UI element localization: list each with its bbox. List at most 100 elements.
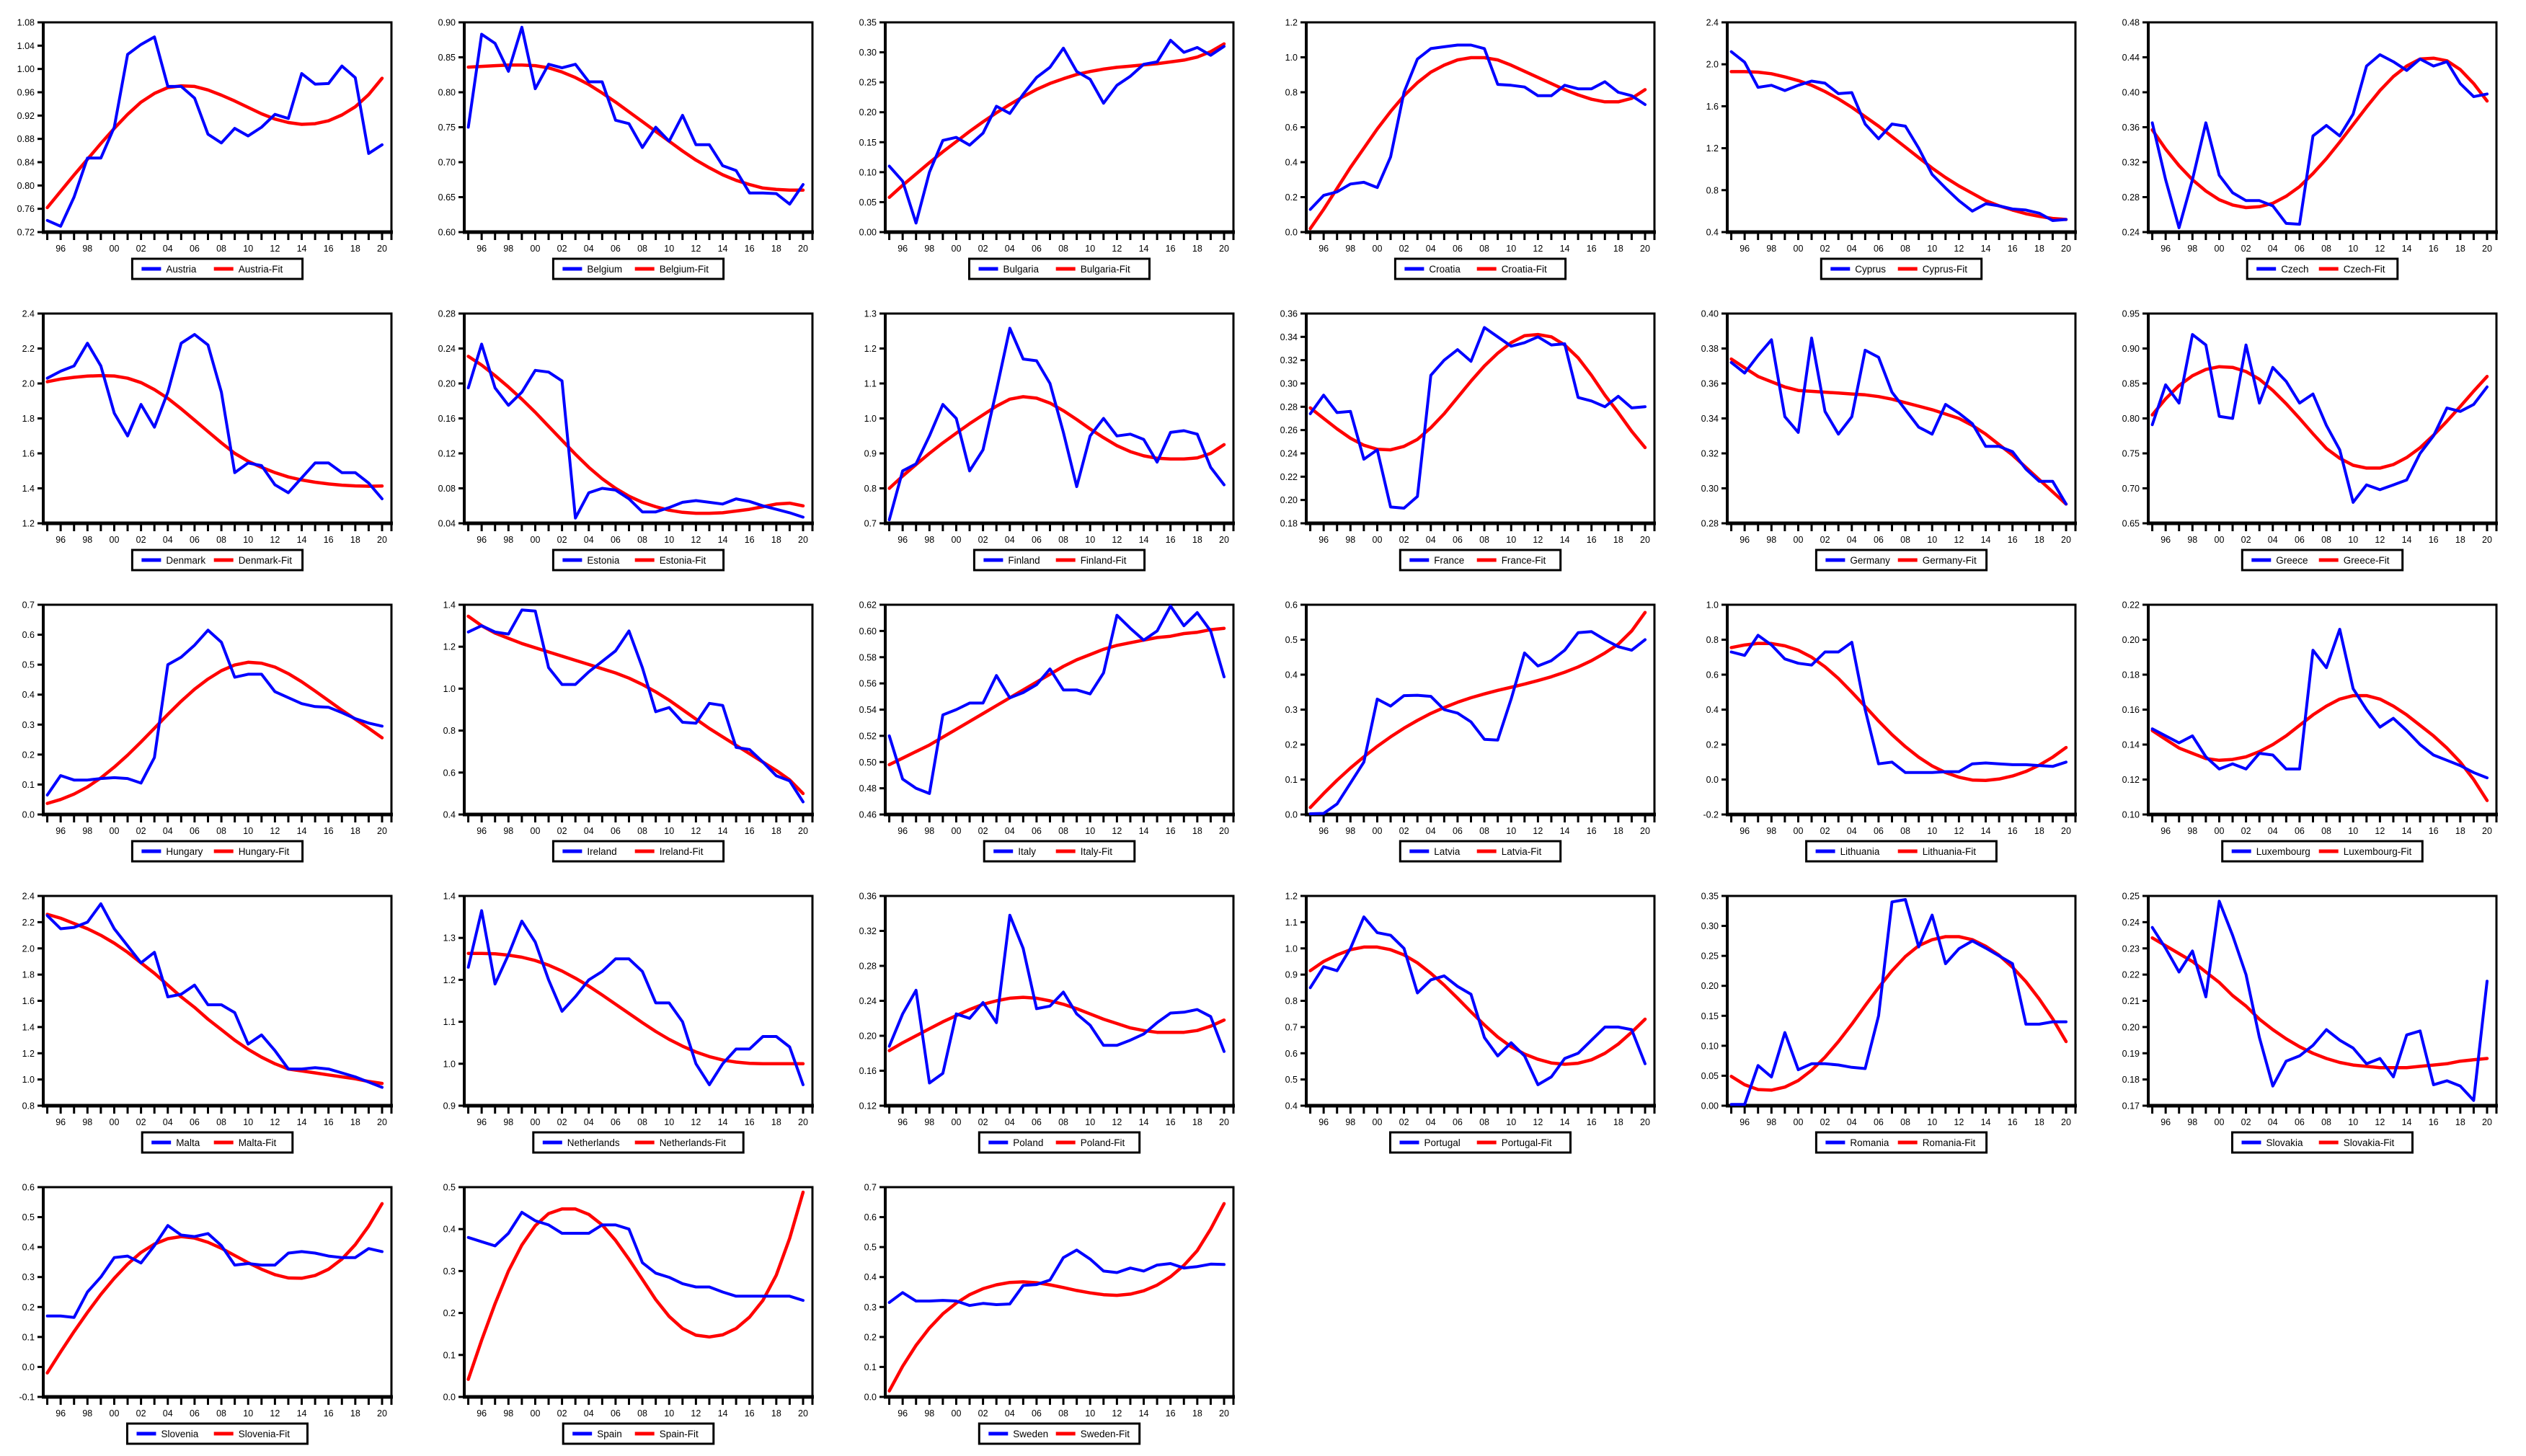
- legend-series-swatch: [562, 558, 582, 562]
- legend-series-swatch: [1830, 267, 1851, 271]
- series-line-sweden: [887, 1248, 1226, 1308]
- y-tick-label: 0.36: [859, 892, 877, 902]
- series-line-bulgaria: [887, 38, 1226, 225]
- y-tick-label: 0.4: [1285, 670, 1298, 680]
- x-tick-label: 14: [1139, 1408, 1149, 1419]
- y-tick-label: 0.1: [22, 1332, 35, 1342]
- x-tick-label: 02: [557, 1117, 567, 1127]
- chart-france: 0.18 0.20 0.22 0.24 0.26 0.28 0.30 0.32 0.34 0.36…: [1263, 291, 1684, 582]
- x-tick-label: 06: [611, 1117, 621, 1127]
- x-tick-label: 06: [1453, 1117, 1463, 1127]
- x-tick-label: 02: [1820, 1117, 1830, 1127]
- x-tick-label: 06: [1453, 535, 1463, 545]
- y-tick-label: 0.05: [1701, 1071, 1719, 1081]
- x-tick-label: 08: [1900, 535, 1910, 545]
- series-line-slovakia: [2150, 900, 2489, 1102]
- legend-series-swatch: [2256, 267, 2277, 271]
- x-tick-label: 06: [1453, 244, 1463, 254]
- y-tick-label: 0.30: [859, 48, 877, 58]
- plot-frame: [1305, 895, 1656, 1107]
- x-tick-label: 96: [2161, 826, 2171, 836]
- legend-fit-swatch: [1897, 558, 1918, 562]
- x-tick-label: 10: [664, 535, 674, 545]
- x-tick-label: 14: [1560, 244, 1570, 254]
- x-tick-label: 06: [2295, 1117, 2305, 1127]
- x-tick-label: 18: [1192, 826, 1202, 836]
- y-tick-label: 1.3: [864, 309, 877, 319]
- y-tick-label: 0.0: [443, 1393, 456, 1403]
- x-tick-label: 04: [2268, 826, 2278, 836]
- chart-bulgaria: 0.00 0.05 0.10 0.15 0.20 0.25 0.30 0.35 96 98 00 02…: [842, 0, 1263, 291]
- x-tick-label: 12: [2375, 1117, 2385, 1127]
- x-tick-label: 96: [477, 1408, 487, 1419]
- x-tick-label: 12: [1112, 244, 1122, 254]
- x-tick-label: 02: [1399, 1117, 1409, 1127]
- legend-fit-swatch: [1055, 1140, 1076, 1145]
- y-tick-label: 0.28: [1701, 519, 1719, 529]
- y-tick-label: 0.0: [864, 1393, 877, 1403]
- x-tick-label: 98: [2187, 244, 2197, 254]
- y-tick-label: 0.1: [443, 1350, 456, 1360]
- x-tick-label: 18: [771, 1408, 781, 1419]
- x-tick-label: 02: [1820, 244, 1830, 254]
- chart-latvia: 0.0 0.1 0.2 0.3 0.4 0.5 0.6 96 98 00 02 04 06 08 10 12 1…: [1263, 582, 1684, 874]
- x-tick-label: 04: [163, 826, 173, 836]
- x-tick-label: 98: [2187, 1117, 2197, 1127]
- x-tick-label: 08: [216, 1408, 226, 1419]
- chart-svg-slovakia: 0.17 0.18 0.19 0.20 0.21 0.22 0.23 0.24 0.25 96 98…: [2122, 892, 2498, 1154]
- chart-svg-hungary: 0.0 0.1 0.2 0.3 0.4 0.5 0.6 0.7 96 98 00 02 04 06 08 10…: [22, 600, 393, 863]
- y-tick-label: 0.8: [1706, 185, 1719, 195]
- x-tick-label: 04: [1005, 535, 1015, 545]
- x-tick-label: 04: [584, 826, 594, 836]
- chart-belgium: 0.60 0.65 0.70 0.75 0.80 0.85 0.90 96 98 00 02 04 06…: [421, 0, 842, 291]
- x-tick-label: 10: [1927, 1117, 1937, 1127]
- x-tick-label: 18: [2455, 244, 2465, 254]
- legend-fit-swatch: [1476, 558, 1497, 562]
- plot-frame: [884, 603, 1235, 816]
- chart-svg-austria: 0.72 0.76 0.80 0.84 0.88 0.92 0.96 1.00 1.04 1.08…: [17, 18, 393, 280]
- y-tick-label: 1.6: [22, 996, 35, 1006]
- y-tick-label: 1.6: [22, 449, 35, 459]
- x-tick-label: 08: [2321, 535, 2331, 545]
- y-tick-label: 0.9: [864, 449, 877, 459]
- y-tick-label: 0.38: [1701, 344, 1719, 354]
- x-tick-label: 02: [2241, 1117, 2251, 1127]
- plot-frame: [42, 895, 393, 1107]
- x-tick-label: 20: [798, 535, 808, 545]
- y-tick-label: 0.96: [17, 88, 35, 98]
- y-tick-label: 0.50: [859, 758, 877, 768]
- x-tick-label: 18: [350, 826, 360, 836]
- x-tick-label: 00: [2215, 535, 2225, 545]
- y-tick-label: 0.28: [1280, 402, 1298, 412]
- x-tick-label: 00: [531, 1117, 541, 1127]
- x-tick-label: 04: [584, 1408, 594, 1419]
- y-tick-label: 0.10: [1701, 1041, 1719, 1051]
- x-tick-label: 14: [1560, 535, 1570, 545]
- y-tick-label: 1.2: [22, 1049, 35, 1059]
- y-tick-label: 1.0: [1285, 944, 1298, 954]
- legend-fit-label: Finland-Fit: [1081, 555, 1127, 566]
- x-tick-label: 96: [1319, 826, 1329, 836]
- legend-series-label: France: [1434, 555, 1464, 566]
- x-tick-label: 00: [110, 535, 120, 545]
- y-tick-label: 0.30: [1701, 921, 1719, 931]
- y-tick-label: 0.05: [859, 197, 877, 208]
- series-line-germany: [1729, 337, 2068, 506]
- legend-series-label: Sweden: [1013, 1429, 1048, 1439]
- x-tick-label: 12: [1112, 1117, 1122, 1127]
- y-tick-label: 0.00: [1701, 1101, 1719, 1111]
- x-tick-label: 14: [1139, 826, 1149, 836]
- fit-line-netherlands: [466, 951, 805, 1066]
- x-tick-label: 16: [2429, 826, 2439, 836]
- x-tick-label: 00: [2215, 244, 2225, 254]
- series-line-croatia: [1308, 43, 1647, 211]
- x-tick-label: 96: [898, 1117, 908, 1127]
- chart-svg-greece: 0.65 0.70 0.75 0.80 0.85 0.90 0.95 96 98 00 02 04 06…: [2122, 309, 2498, 572]
- x-tick-label: 16: [1587, 244, 1597, 254]
- x-tick-label: 16: [2008, 826, 2018, 836]
- y-tick-label: 0.80: [438, 88, 456, 98]
- y-tick-label: 0.15: [859, 138, 877, 148]
- x-tick-label: 04: [1426, 535, 1436, 545]
- x-tick-label: 14: [2402, 244, 2412, 254]
